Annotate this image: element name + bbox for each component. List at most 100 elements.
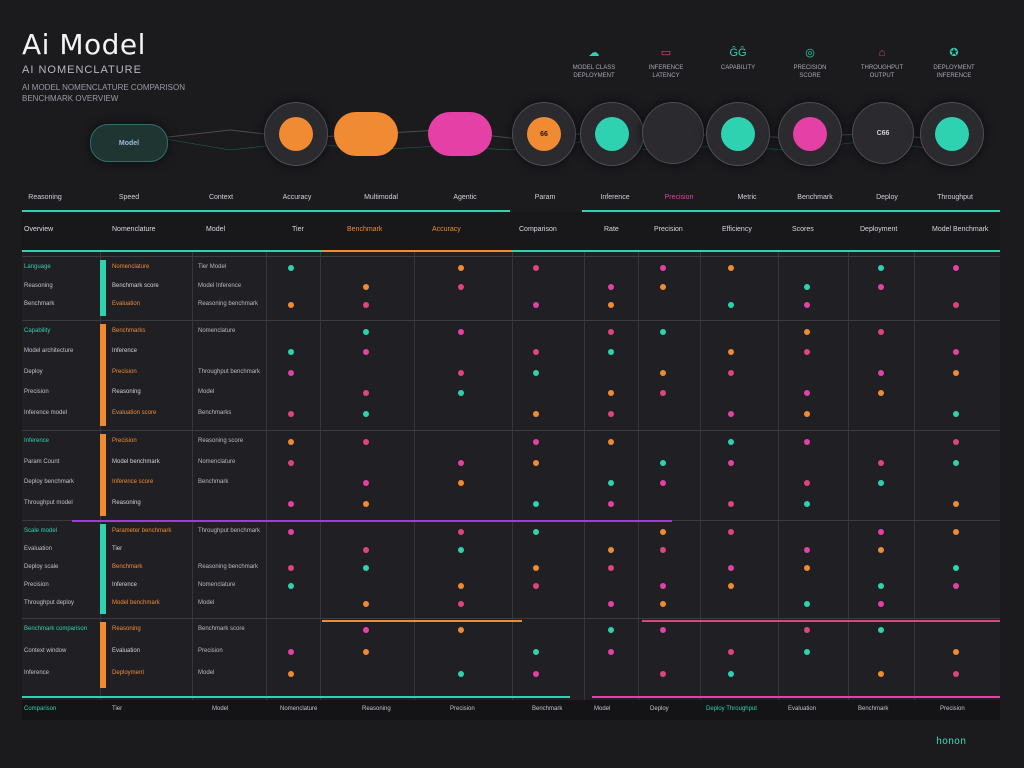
score-dot (533, 369, 539, 376)
row-tier: Model Inference (198, 282, 242, 289)
score-dot (804, 302, 810, 309)
table-header-cell: Model Benchmark (932, 226, 989, 233)
score-dot (878, 529, 884, 535)
section-accent-bar (100, 524, 106, 614)
row-tier: Benchmark (198, 479, 229, 485)
column-divider (700, 252, 701, 720)
footer-cell: Tier (112, 706, 123, 712)
score-dot (804, 283, 810, 290)
score-dot (363, 500, 369, 507)
column-header: Precision (664, 194, 694, 201)
score-dot (660, 283, 666, 290)
header-accent-line (22, 210, 510, 212)
score-dot (804, 439, 810, 445)
section-accent-bar (100, 434, 106, 516)
score-dot (660, 601, 666, 607)
score-dot (804, 390, 810, 397)
section-accent-line (322, 620, 522, 622)
hub-node (920, 102, 984, 166)
hub-node: 66 (512, 102, 576, 166)
section-accent-bar (100, 622, 106, 688)
score-dot (458, 547, 464, 553)
score-dot (608, 439, 614, 445)
section-accent-line (72, 520, 672, 522)
section-accent-line (22, 696, 570, 698)
column-divider (266, 252, 267, 720)
column-divider (584, 252, 585, 720)
score-dot (363, 283, 369, 290)
row-name: Inference (112, 582, 138, 588)
score-dot (878, 547, 884, 553)
row-label: Model architecture (24, 348, 74, 355)
table-header-row: Overview Nomenclature Model Tier Benchmark Ac… (22, 210, 1000, 252)
score-dot (608, 500, 614, 507)
description-line: BENCHMARK OVERVIEW (22, 94, 119, 103)
hub-node (580, 102, 644, 166)
score-dot (660, 369, 666, 376)
row-tier: Reasoning benchmark (198, 301, 259, 308)
legend-item: ✪ DEPLOYMENT INFERENCE (922, 46, 986, 80)
score-dot (953, 439, 959, 445)
row-label: Throughput deploy (24, 600, 75, 606)
row-name: Tier (112, 546, 123, 552)
table-header-cell: Efficiency (722, 226, 752, 233)
score-dot (804, 500, 810, 507)
column-header: Throughput (937, 194, 973, 201)
score-dot (953, 529, 959, 535)
score-dot (533, 459, 539, 466)
score-dot (804, 410, 810, 417)
score-dot (953, 500, 959, 507)
hub-core (653, 113, 693, 153)
hub-leaf: Model (90, 124, 168, 162)
score-dot (533, 265, 539, 271)
column-header: Multimodal (364, 194, 398, 201)
score-dot (953, 369, 959, 376)
legend-item: ▭ INFERENCE LATENCY (634, 46, 698, 80)
score-dot (804, 480, 810, 486)
row-name: Model benchmark (112, 600, 160, 606)
legend-sublabel: SCORE (799, 73, 821, 79)
score-dot (608, 601, 614, 607)
score-dot (728, 349, 734, 356)
legend-label: THROUGHPUT (860, 65, 904, 71)
row-name: Parameter benchmark (112, 528, 172, 534)
score-dot (608, 390, 614, 397)
row-label: Inference (24, 438, 50, 444)
row-label: Throughput model (24, 499, 73, 506)
column-header: Accuracy (282, 194, 312, 201)
score-dot (804, 349, 810, 356)
score-dot (878, 283, 884, 290)
score-dot (728, 410, 734, 417)
score-dot (533, 302, 539, 309)
column-header: Inference (600, 194, 630, 201)
score-dot (363, 649, 369, 655)
row-label: Scale model (24, 528, 58, 534)
score-dot (288, 671, 294, 677)
hub-node (706, 102, 770, 166)
column-divider (914, 252, 915, 720)
brand-logo: honon (936, 736, 967, 747)
row-name: Evaluation (112, 648, 141, 654)
score-dot (608, 565, 614, 571)
score-dot (660, 671, 666, 677)
legend-sublabel: OUTPUT (869, 73, 895, 79)
section-accent-line (642, 620, 1000, 622)
score-dot (363, 627, 369, 633)
score-dot (953, 410, 959, 417)
score-dot (953, 349, 959, 356)
score-dot (363, 390, 369, 397)
score-dot (878, 671, 884, 677)
row-label: Evaluation (24, 546, 53, 552)
footer-cell: Comparison (24, 706, 57, 712)
score-dot (608, 283, 614, 290)
score-dot (458, 390, 464, 397)
score-dot (660, 329, 666, 335)
score-dot (533, 583, 539, 589)
score-dot (363, 547, 369, 553)
score-dot (533, 671, 539, 677)
table-header-cell: Deployment (860, 226, 898, 233)
score-dot (288, 265, 294, 271)
section-divider (22, 430, 1000, 431)
section-accent-line (592, 696, 1000, 698)
column-divider (512, 252, 513, 720)
